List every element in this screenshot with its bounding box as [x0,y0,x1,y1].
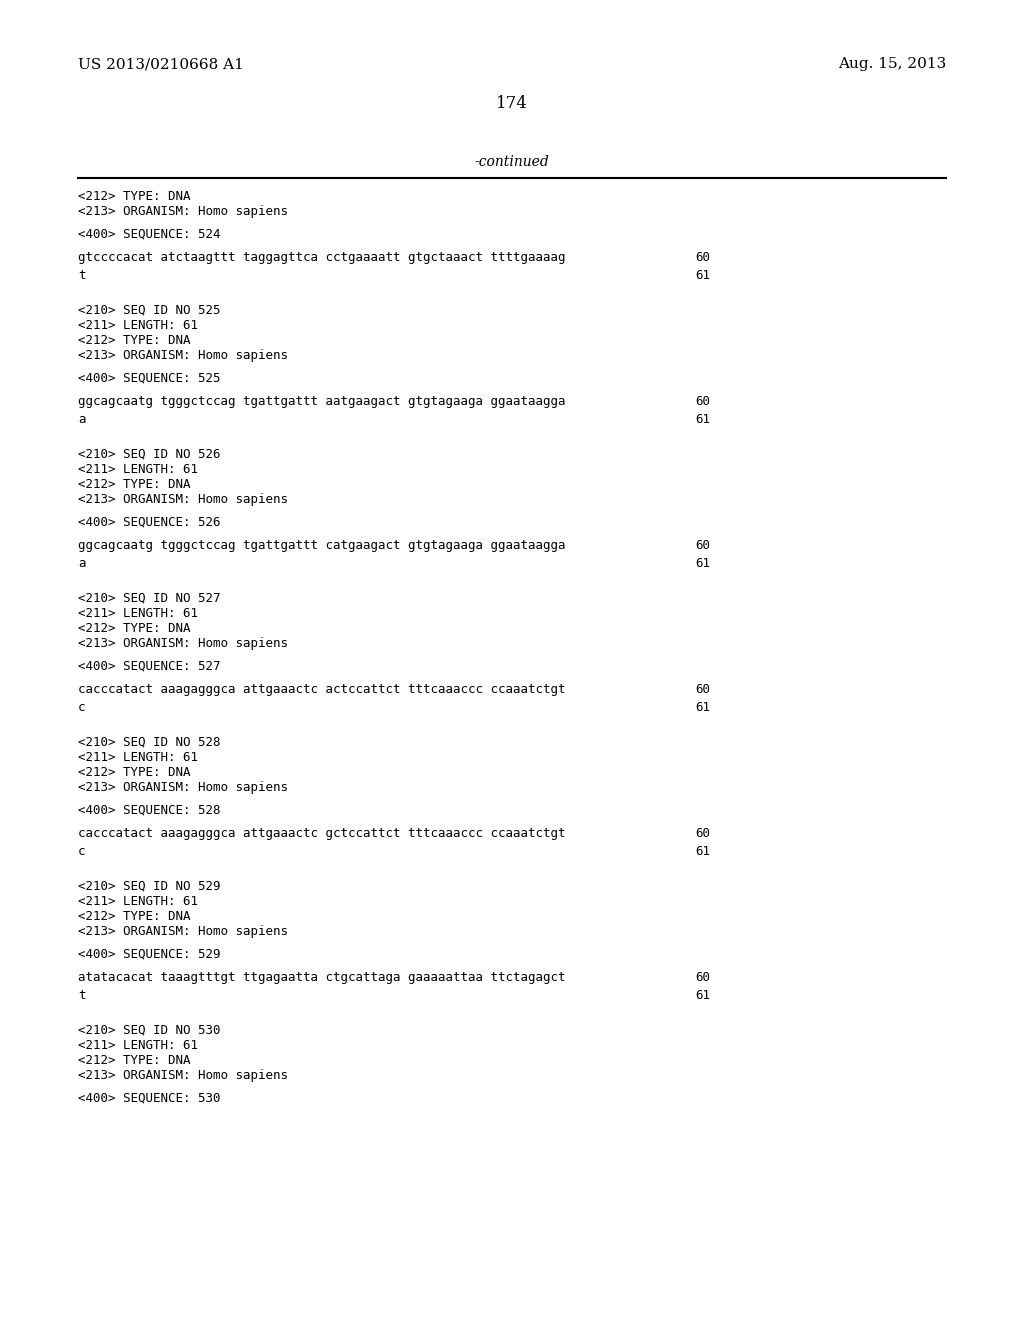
Text: <210> SEQ ID NO 530: <210> SEQ ID NO 530 [78,1024,220,1038]
Text: <213> ORGANISM: Homo sapiens: <213> ORGANISM: Homo sapiens [78,1069,288,1082]
Text: 174: 174 [496,95,528,112]
Text: <212> TYPE: DNA: <212> TYPE: DNA [78,334,190,347]
Text: <400> SEQUENCE: 524: <400> SEQUENCE: 524 [78,228,220,242]
Text: <212> TYPE: DNA: <212> TYPE: DNA [78,766,190,779]
Text: <400> SEQUENCE: 528: <400> SEQUENCE: 528 [78,804,220,817]
Text: <211> LENGTH: 61: <211> LENGTH: 61 [78,607,198,620]
Text: 60: 60 [695,972,710,983]
Text: 60: 60 [695,539,710,552]
Text: <210> SEQ ID NO 529: <210> SEQ ID NO 529 [78,880,220,894]
Text: <212> TYPE: DNA: <212> TYPE: DNA [78,478,190,491]
Text: <213> ORGANISM: Homo sapiens: <213> ORGANISM: Homo sapiens [78,925,288,939]
Text: 60: 60 [695,251,710,264]
Text: <400> SEQUENCE: 525: <400> SEQUENCE: 525 [78,372,220,385]
Text: cacccatact aaagagggca attgaaactc gctccattct tttcaaaccc ccaaatctgt: cacccatact aaagagggca attgaaactc gctccat… [78,828,565,840]
Text: 60: 60 [695,828,710,840]
Text: 60: 60 [695,395,710,408]
Text: <211> LENGTH: 61: <211> LENGTH: 61 [78,895,198,908]
Text: atatacacat taaagtttgt ttgagaatta ctgcattaga gaaaaattaa ttctagagct: atatacacat taaagtttgt ttgagaatta ctgcatt… [78,972,565,983]
Text: <213> ORGANISM: Homo sapiens: <213> ORGANISM: Homo sapiens [78,348,288,362]
Text: gtccccacat atctaagttt taggagttca cctgaaaatt gtgctaaact ttttgaaaag: gtccccacat atctaagttt taggagttca cctgaaa… [78,251,565,264]
Text: <212> TYPE: DNA: <212> TYPE: DNA [78,909,190,923]
Text: <211> LENGTH: 61: <211> LENGTH: 61 [78,751,198,764]
Text: <211> LENGTH: 61: <211> LENGTH: 61 [78,319,198,333]
Text: <400> SEQUENCE: 526: <400> SEQUENCE: 526 [78,516,220,529]
Text: c: c [78,701,85,714]
Text: cacccatact aaagagggca attgaaactc actccattct tttcaaaccc ccaaatctgt: cacccatact aaagagggca attgaaactc actccat… [78,682,565,696]
Text: t: t [78,269,85,282]
Text: <400> SEQUENCE: 530: <400> SEQUENCE: 530 [78,1092,220,1105]
Text: ggcagcaatg tgggctccag tgattgattt catgaagact gtgtagaaga ggaataagga: ggcagcaatg tgggctccag tgattgattt catgaag… [78,539,565,552]
Text: 61: 61 [695,557,710,570]
Text: <210> SEQ ID NO 527: <210> SEQ ID NO 527 [78,591,220,605]
Text: <212> TYPE: DNA: <212> TYPE: DNA [78,1053,190,1067]
Text: 61: 61 [695,269,710,282]
Text: 61: 61 [695,701,710,714]
Text: Aug. 15, 2013: Aug. 15, 2013 [838,57,946,71]
Text: <400> SEQUENCE: 527: <400> SEQUENCE: 527 [78,660,220,673]
Text: <213> ORGANISM: Homo sapiens: <213> ORGANISM: Homo sapiens [78,205,288,218]
Text: <213> ORGANISM: Homo sapiens: <213> ORGANISM: Homo sapiens [78,638,288,649]
Text: -continued: -continued [475,154,549,169]
Text: <213> ORGANISM: Homo sapiens: <213> ORGANISM: Homo sapiens [78,781,288,795]
Text: 61: 61 [695,845,710,858]
Text: <212> TYPE: DNA: <212> TYPE: DNA [78,190,190,203]
Text: <210> SEQ ID NO 525: <210> SEQ ID NO 525 [78,304,220,317]
Text: <213> ORGANISM: Homo sapiens: <213> ORGANISM: Homo sapiens [78,492,288,506]
Text: a: a [78,557,85,570]
Text: t: t [78,989,85,1002]
Text: US 2013/0210668 A1: US 2013/0210668 A1 [78,57,244,71]
Text: <400> SEQUENCE: 529: <400> SEQUENCE: 529 [78,948,220,961]
Text: 61: 61 [695,989,710,1002]
Text: ggcagcaatg tgggctccag tgattgattt aatgaagact gtgtagaaga ggaataagga: ggcagcaatg tgggctccag tgattgattt aatgaag… [78,395,565,408]
Text: <211> LENGTH: 61: <211> LENGTH: 61 [78,1039,198,1052]
Text: <210> SEQ ID NO 526: <210> SEQ ID NO 526 [78,447,220,461]
Text: c: c [78,845,85,858]
Text: <210> SEQ ID NO 528: <210> SEQ ID NO 528 [78,737,220,748]
Text: 61: 61 [695,413,710,426]
Text: <211> LENGTH: 61: <211> LENGTH: 61 [78,463,198,477]
Text: a: a [78,413,85,426]
Text: 60: 60 [695,682,710,696]
Text: <212> TYPE: DNA: <212> TYPE: DNA [78,622,190,635]
